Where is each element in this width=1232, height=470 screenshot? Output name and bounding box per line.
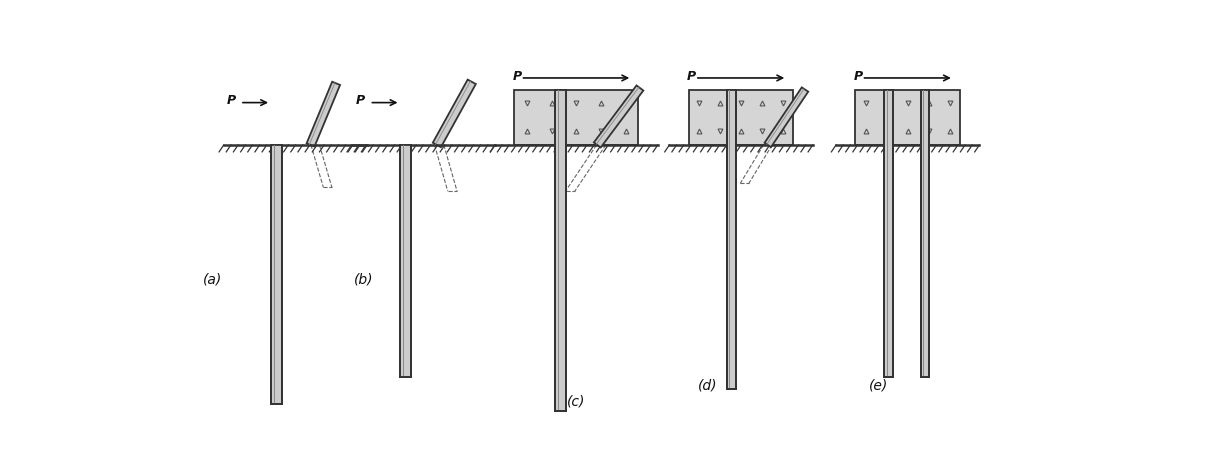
Bar — [400, 145, 411, 377]
Bar — [727, 89, 736, 389]
Text: (a): (a) — [202, 273, 222, 287]
Bar — [920, 89, 929, 377]
Bar — [855, 89, 960, 145]
Text: P: P — [513, 70, 522, 83]
Polygon shape — [307, 82, 340, 147]
Text: (c): (c) — [567, 394, 585, 408]
Text: (e): (e) — [869, 379, 888, 393]
Text: P: P — [227, 94, 235, 107]
Polygon shape — [765, 87, 808, 147]
Polygon shape — [594, 86, 643, 148]
Text: (d): (d) — [699, 379, 718, 393]
Polygon shape — [432, 79, 476, 147]
Text: P: P — [687, 70, 696, 83]
Text: P: P — [854, 70, 862, 83]
Bar — [556, 89, 567, 411]
Text: (b): (b) — [354, 273, 373, 287]
Bar — [689, 89, 793, 145]
Bar — [885, 89, 893, 377]
Text: P: P — [356, 94, 365, 107]
Bar — [515, 89, 638, 145]
Bar — [271, 145, 282, 405]
